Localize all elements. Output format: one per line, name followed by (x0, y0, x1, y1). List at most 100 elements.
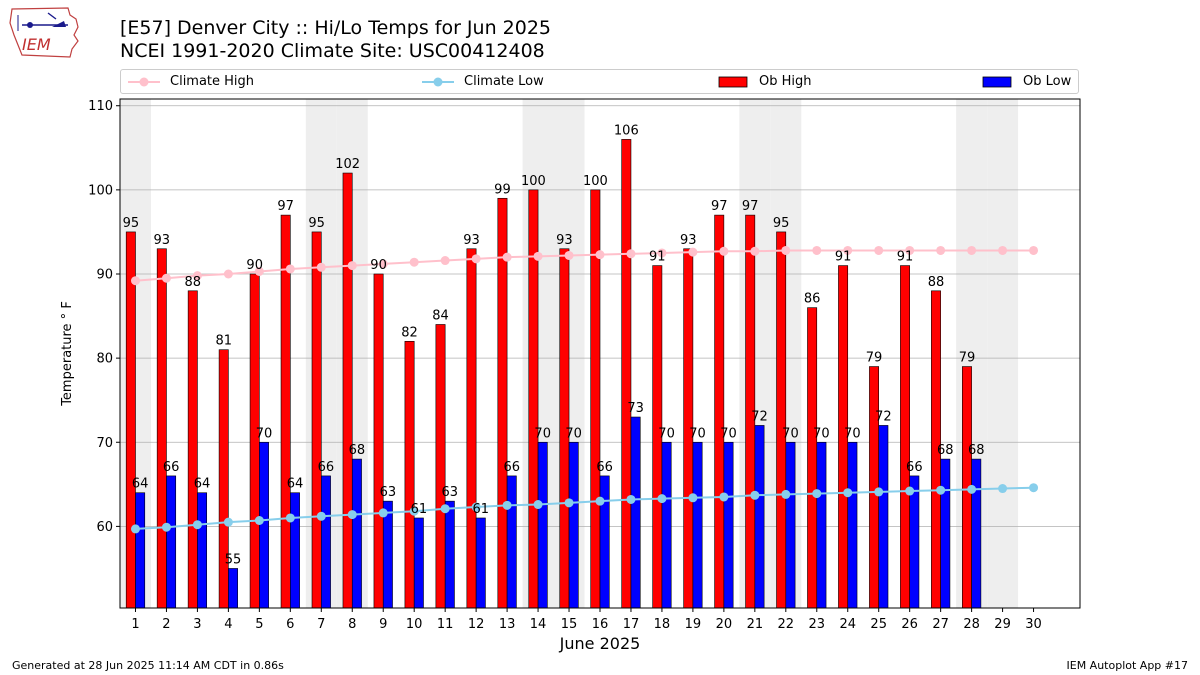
climate-high-point-day-8 (347, 261, 357, 271)
ob-high-bar-day-10 (404, 341, 415, 609)
ob-high-value-label: 82 (401, 325, 418, 340)
ob-low-bar-day-18 (661, 441, 672, 609)
climate-low-point-day-21 (750, 490, 760, 500)
climate-high-point-day-25 (874, 245, 884, 255)
logo-text: IEM (22, 35, 51, 54)
ob-high-bar-day-20 (714, 214, 725, 609)
chart-subtitle: NCEI 1991-2020 Climate Site: USC00412408 (120, 40, 545, 62)
ob-low-bar-day-15 (568, 441, 579, 609)
ob-low-bar-day-3 (197, 492, 208, 609)
climate-low-point-day-30 (1029, 483, 1039, 493)
ob-high-value-label: 95 (308, 216, 325, 231)
ob-low-bar-day-16 (599, 475, 610, 609)
x-tick-label: 4 (224, 617, 232, 632)
climate-low-point-day-2 (161, 522, 171, 532)
ob-high-value-label: 86 (804, 292, 821, 307)
ob-low-value-label: 61 (473, 502, 490, 517)
ob-high-value-label: 90 (246, 258, 263, 273)
climate-high-point-day-28 (967, 245, 977, 255)
ob-low-value-label: 70 (689, 426, 706, 441)
climate-high-point-day-7 (316, 262, 326, 272)
climate-low-point-day-4 (223, 517, 233, 527)
climate-high-point-day-17 (626, 249, 636, 259)
x-tick-label: 1 (131, 617, 139, 632)
climate-high-point-day-30 (1029, 245, 1039, 255)
ob-high-bar-day-1 (125, 231, 136, 609)
x-tick-label: 29 (994, 617, 1011, 632)
climate-low-point-day-8 (347, 510, 357, 520)
climate-low-point-day-28 (967, 484, 977, 494)
ob-low-value-label: 66 (906, 460, 923, 475)
ob-low-bar-day-6 (290, 492, 300, 609)
climate-low-point-day-27 (936, 485, 946, 495)
x-tick-label: 13 (499, 617, 516, 632)
ob-low-value-label: 66 (163, 460, 180, 475)
legend-label: Ob High (759, 74, 812, 89)
ob-high-value-label: 93 (680, 233, 697, 248)
climate-high-point-day-3 (192, 271, 202, 281)
x-tick-label: 23 (809, 617, 826, 632)
x-tick-label: 8 (348, 617, 356, 632)
climate-high-point-day-5 (254, 266, 264, 276)
ob-high-value-label: 91 (649, 250, 666, 265)
ob-low-bar-day-22 (785, 441, 796, 609)
climate-low-point-day-13 (502, 500, 512, 510)
ob-high-value-label: 93 (556, 233, 573, 248)
x-tick-label: 28 (963, 617, 980, 632)
ob-low-bar-day-28 (971, 458, 982, 609)
climate-low-point-day-10 (409, 506, 419, 516)
climate-high-point-day-6 (285, 264, 295, 274)
ob-low-bar-day-5 (259, 441, 269, 609)
climate-low-line (135, 486, 1034, 530)
climate-low-point-day-15 (564, 498, 574, 508)
x-tick-label: 16 (592, 617, 609, 632)
x-tick-label: 9 (379, 617, 387, 632)
ob-low-value-label: 68 (968, 443, 985, 458)
ob-low-value-label: 70 (534, 426, 551, 441)
ob-low-bar-day-13 (506, 475, 517, 609)
ob-low-value-label: 66 (596, 460, 613, 475)
ob-low-value-label: 64 (194, 477, 211, 492)
ob-low-value-label: 64 (132, 477, 149, 492)
y-tick-label: 80 (96, 352, 113, 367)
climate-low-point-day-6 (285, 513, 295, 523)
x-tick-label: 24 (839, 617, 856, 632)
ob-high-value-label: 84 (432, 308, 449, 323)
ob-high-bar-day-8 (342, 172, 353, 609)
app-credit: IEM Autoplot App #17 (1066, 659, 1189, 672)
ob-high-bar-day-26 (900, 265, 910, 609)
climate-high-point-day-14 (533, 251, 543, 261)
ob-high-value-label: 90 (370, 258, 387, 273)
climate-high-point-day-12 (471, 254, 481, 264)
ob-low-bar-day-17 (630, 416, 641, 609)
x-tick-label: 18 (654, 617, 671, 632)
climate-high-point-day-23 (812, 245, 822, 255)
climate-low-point-day-9 (378, 508, 388, 518)
climate-high-point-day-20 (719, 246, 729, 256)
ob-high-value-label: 88 (928, 275, 945, 290)
ob-low-value-label: 72 (751, 409, 768, 424)
y-tick-label: 60 (96, 520, 113, 535)
ob-high-bar-day-2 (156, 248, 167, 609)
ob-high-value-label: 93 (463, 233, 480, 248)
x-tick-label: 19 (685, 617, 702, 632)
ob-high-value-label: 81 (215, 334, 232, 349)
climate-high-point-day-19 (688, 247, 698, 257)
climate-high-line (135, 249, 1034, 282)
ob-high-value-label: 91 (897, 250, 914, 265)
ob-low-value-label: 68 (937, 443, 954, 458)
ob-high-value-label: 88 (185, 275, 202, 290)
ob-low-bar-day-2 (166, 475, 177, 609)
x-tick-label: 3 (193, 617, 201, 632)
ob-low-value-label: 70 (658, 426, 675, 441)
climate-high-point-day-11 (440, 256, 450, 266)
x-tick-label: 21 (747, 617, 764, 632)
climate-low-point-day-22 (781, 489, 791, 499)
ob-low-value-label: 66 (318, 460, 335, 475)
ob-low-value-label: 70 (813, 426, 830, 441)
ob-low-value-label: 66 (503, 460, 520, 475)
x-tick-label: 14 (530, 617, 547, 632)
ob-high-value-label: 79 (959, 351, 976, 366)
climate-high-point-day-29 (998, 245, 1008, 255)
